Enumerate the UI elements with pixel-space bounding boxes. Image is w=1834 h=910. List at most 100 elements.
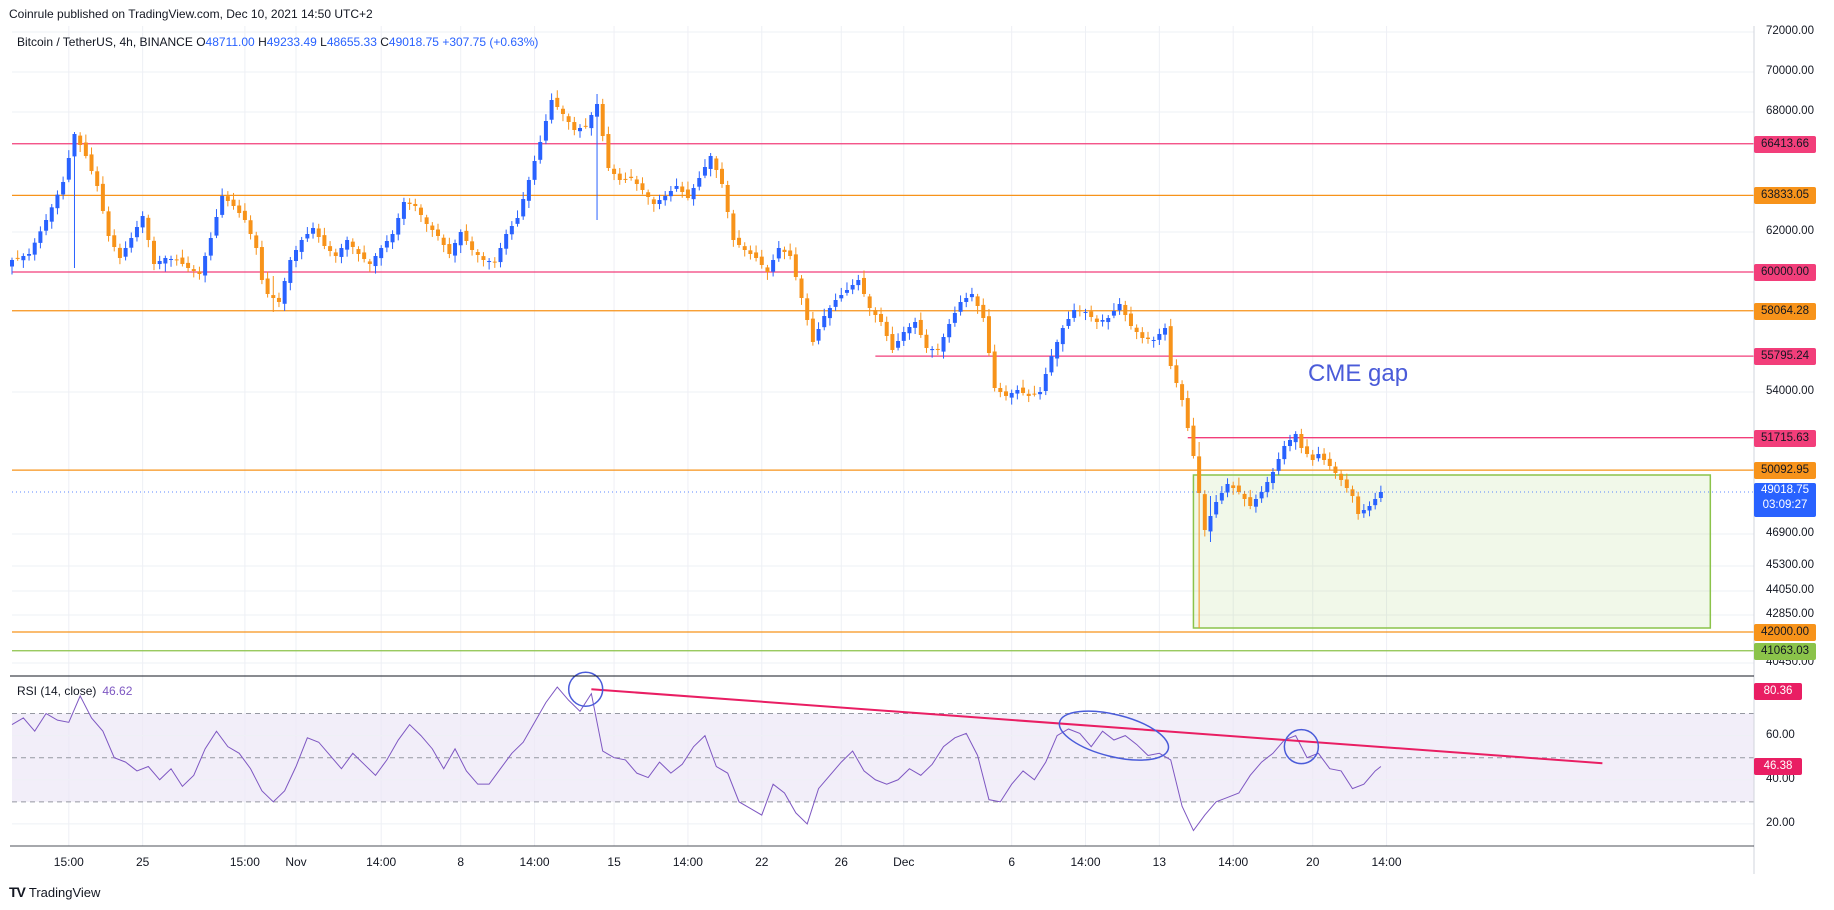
candle-body — [134, 227, 139, 238]
candle-body — [356, 249, 361, 254]
candle-body — [555, 97, 560, 107]
candle-body — [350, 241, 355, 247]
candle-body — [560, 108, 565, 114]
candle-body — [1174, 365, 1179, 383]
candle-body — [1123, 304, 1128, 315]
candle-body — [1350, 489, 1355, 496]
candle-body — [1214, 502, 1219, 515]
candle-body — [1021, 387, 1026, 393]
candle-body — [754, 252, 759, 258]
symbol-name[interactable]: Bitcoin / TetherUS, 4h, BINANCE — [17, 35, 193, 49]
candle-body — [384, 241, 389, 248]
candle-body — [186, 262, 191, 268]
candle-body — [623, 178, 628, 180]
bar-countdown: 03:09:27 — [1762, 499, 1808, 511]
candle-body — [1327, 458, 1332, 466]
candle-body — [839, 295, 844, 299]
candle-body — [1089, 311, 1094, 317]
rsi-y-tick-label: 20.00 — [1766, 816, 1795, 829]
candle-body — [583, 125, 588, 127]
candle-body — [38, 231, 43, 243]
rsi-legend[interactable]: RSI (14, close) 46.62 — [17, 684, 132, 698]
candle-body — [674, 186, 679, 189]
high-label: H — [258, 35, 267, 49]
candle-body — [833, 300, 838, 307]
candle-body — [1197, 456, 1202, 493]
candle-body — [930, 349, 935, 351]
level-price-badge: 51715.63 — [1754, 429, 1816, 447]
candle-body — [890, 334, 895, 350]
candle-body — [566, 116, 571, 122]
candle-body — [793, 254, 798, 277]
candle-body — [345, 240, 350, 250]
candle-body — [498, 248, 503, 263]
candle-body — [572, 122, 577, 130]
candle-body — [850, 285, 855, 290]
low-label: L — [320, 35, 327, 49]
candle-body — [1140, 332, 1145, 338]
level-price-badge: 42000.00 — [1754, 624, 1816, 641]
candle-body — [305, 234, 310, 239]
x-tick-label: 14:00 — [1218, 855, 1249, 869]
cme-gap-box — [1192, 474, 1712, 629]
candle-body — [776, 248, 781, 259]
candle-body — [44, 220, 49, 231]
candle-body — [1180, 384, 1185, 400]
candle-body — [492, 261, 497, 263]
candle-body — [1157, 334, 1162, 340]
candle-body — [61, 182, 66, 195]
candle-body — [1208, 516, 1213, 532]
tradingview-brand[interactable]: TV TradingView — [9, 884, 100, 900]
y-tick-label: 45300.00 — [1766, 559, 1814, 571]
candle-body — [1202, 494, 1207, 530]
candle-body — [458, 232, 463, 246]
candle-body — [191, 269, 196, 271]
last-price-badge: 49018.75 03:09:27 — [1754, 483, 1816, 517]
low-value: 48655.33 — [326, 35, 377, 49]
candle-body — [1231, 485, 1236, 488]
candle-body — [992, 351, 997, 388]
candle-body — [873, 310, 878, 315]
candle-body — [862, 277, 866, 294]
candle-body — [248, 220, 253, 234]
candle-body — [259, 247, 264, 280]
candle-body — [1361, 510, 1366, 514]
candle-body — [1060, 328, 1065, 345]
candle-body — [447, 244, 452, 254]
x-tick-label: 14:00 — [1070, 855, 1101, 869]
candle-body — [311, 228, 316, 234]
candle-body — [521, 199, 526, 217]
candle-body — [612, 168, 617, 174]
x-tick-label: 15 — [607, 855, 621, 869]
candle-body — [436, 229, 440, 236]
candle-body — [1038, 392, 1043, 395]
candle-body — [731, 213, 736, 240]
rsi-title[interactable]: RSI (14, close) — [17, 684, 97, 698]
candle-body — [549, 100, 554, 120]
candle-body — [464, 230, 469, 241]
candle-body — [1146, 337, 1150, 339]
candle-body — [1163, 328, 1168, 335]
candle-body — [1344, 479, 1349, 488]
rsi-highlight-ellipse — [1058, 710, 1170, 761]
candle-body — [1339, 473, 1344, 480]
x-tick-label: 6 — [1008, 855, 1016, 869]
candle-body — [935, 348, 940, 350]
level-price-badge: 58064.28 — [1754, 302, 1816, 320]
cme-gap-annotation[interactable]: CME gap — [1308, 360, 1409, 387]
rsi-y-tick-label: 40.00 — [1766, 772, 1795, 785]
candle-body — [606, 134, 611, 168]
candle-body — [589, 115, 594, 129]
candle-body — [1191, 425, 1196, 456]
candle-body — [1106, 318, 1111, 323]
candle-body — [1282, 446, 1287, 460]
candle-body — [720, 168, 724, 184]
x-tick-label: 14:00 — [1371, 855, 1402, 869]
candle-body — [844, 290, 849, 293]
x-tick-label: 15:00 — [229, 855, 260, 869]
ohlc-legend[interactable]: Bitcoin / TetherUS, 4h, BINANCE O48711.0… — [17, 35, 538, 49]
candle-body — [1253, 499, 1258, 507]
candle-body — [271, 295, 276, 298]
candle-body — [117, 247, 122, 258]
